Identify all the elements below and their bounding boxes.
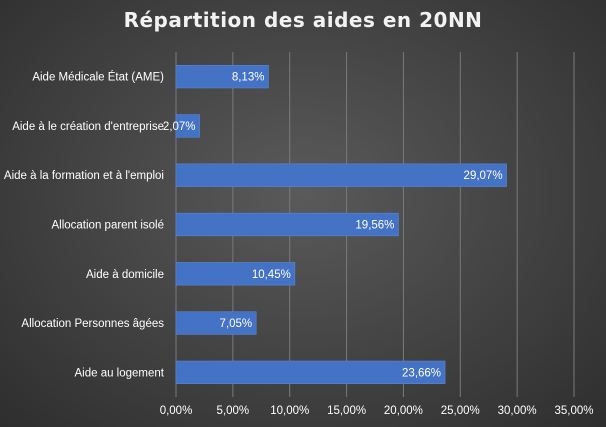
data-label: 10,45% [252,269,291,281]
bar [175,311,257,335]
x-tick-label: 20,00% [384,405,423,417]
data-label: 29,07% [464,170,503,182]
data-label: 8,13% [232,72,265,84]
data-label: 7,05% [220,318,253,330]
category-label: Aide à le création d'entreprise [12,121,164,133]
category-label: Aide à domicile [86,269,164,281]
x-tick-label: 15,00% [327,405,366,417]
x-tick-label: 10,00% [270,405,309,417]
x-tick-label: 25,00% [441,405,480,417]
x-tick-label: 35,00% [554,405,593,417]
bar [175,114,200,138]
x-tick-label: 0,00% [160,405,193,417]
category-label: Allocation Personnes âgées [21,318,164,330]
data-label: 2,07% [163,121,196,133]
bar [175,65,269,89]
bar [175,262,296,286]
chart-title: Répartition des aides en 20NN [123,8,483,32]
category-label: Aide Médicale État (AME) [32,71,164,84]
x-tick-label: 30,00% [498,405,537,417]
data-label: 19,56% [355,220,394,232]
bar [175,212,399,237]
category-label: Aide au logement [74,367,164,379]
category-label: Aide à la formation et à l'emploi [4,170,164,182]
data-label: 23,66% [402,367,441,379]
x-tick-label: 5,00% [217,405,250,417]
bar [175,360,446,384]
category-label: Allocation parent isolé [51,220,164,232]
bar [175,163,507,187]
